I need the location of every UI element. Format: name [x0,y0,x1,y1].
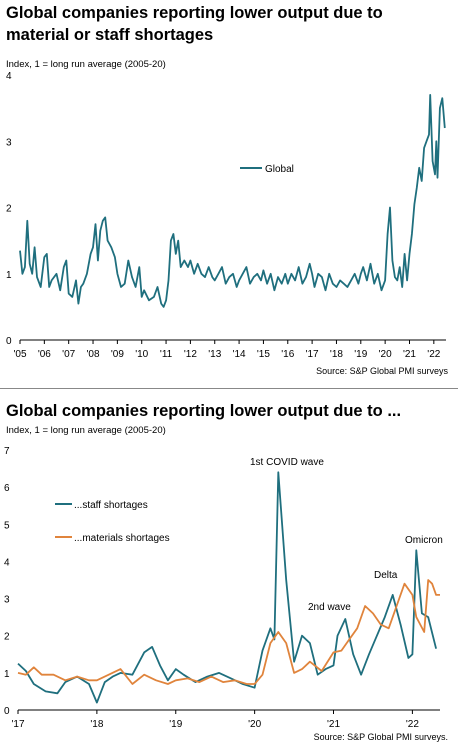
chart1-source: Source: S&P Global PMI surveys [316,366,448,376]
x-tick-label: '19 [169,719,182,730]
x-tick-label: '19 [354,349,367,360]
annotation-label: Omicron [405,535,443,546]
y-tick-label: 2 [6,204,12,215]
chart2-subtitle: Index, 1 = long run average (2005-20) [6,425,166,436]
y-tick-label: 2 [4,632,10,643]
y-tick-label: 0 [4,706,10,717]
chart1-title-line1: Global companies reporting lower output … [6,4,383,22]
x-tick-label: '12 [184,349,197,360]
annotation-label: 2nd wave [308,602,351,613]
x-tick-label: '18 [330,349,343,360]
legend-materials-label: ...materials shortages [74,533,170,544]
section-divider [0,388,458,389]
global-series-line [19,94,446,308]
x-tick-label: '17 [11,719,24,730]
y-tick-label: 0 [6,336,12,347]
chart1-plot: 0 1 2 3 4 '05 '06 '07 '08 '09 '10 '11 '12 '13 '14 '15 '1… [6,71,446,360]
y-tick-label: 4 [4,557,10,568]
chart1-title-line2: material or staff shortages [6,26,214,44]
x-tick-label: '20 [248,719,261,730]
x-tick-label: '13 [208,349,221,360]
x-tick-label: '20 [379,349,392,360]
x-tick-label: '11 [160,349,173,360]
legend-global-label: Global [265,164,294,175]
x-tick-label: '21 [327,719,340,730]
x-tick-label: '22 [406,719,419,730]
staff-shortages-line [17,471,437,704]
chart2-source: Source: S&P Global PMI surveys. [313,732,448,742]
x-tick-label: '08 [87,349,100,360]
chart2-title: Global companies reporting lower output … [6,402,402,420]
x-tick-label: '16 [281,349,294,360]
x-tick-label: '22 [427,349,440,360]
materials-shortages-line [17,579,440,685]
legend-staff-label: ...staff shortages [74,500,148,511]
x-tick-label: '10 [135,349,148,360]
x-tick-label: '21 [403,349,416,360]
y-tick-label: 1 [4,669,10,680]
y-tick-label: 4 [6,71,12,82]
x-tick-label: '14 [233,349,246,360]
x-tick-label: '15 [257,349,270,360]
x-tick-label: '18 [90,719,103,730]
x-tick-label: '05 [13,349,26,360]
x-tick-label: '07 [62,349,75,360]
x-tick-label: '09 [111,349,124,360]
y-tick-label: 3 [4,595,10,606]
annotation-label: 1st COVID wave [250,457,324,468]
annotation-label: Delta [374,570,398,581]
x-tick-label: '06 [38,349,51,360]
y-tick-label: 5 [4,520,10,531]
chart1-subtitle: Index, 1 = long run average (2005-20) [6,59,166,70]
y-tick-label: 1 [6,270,12,281]
y-tick-label: 3 [6,137,12,148]
y-tick-label: 7 [4,446,10,457]
x-tick-label: '17 [306,349,319,360]
y-tick-label: 6 [4,483,10,494]
